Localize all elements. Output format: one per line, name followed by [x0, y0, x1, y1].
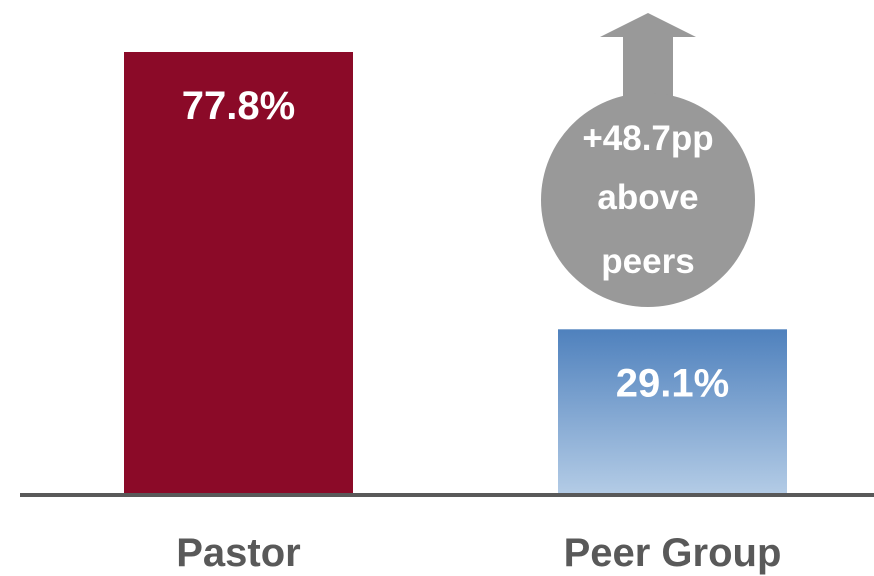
up-arrow-icon — [600, 13, 696, 113]
callout-text-line-1: +48.7pp — [582, 119, 713, 158]
data-label-pastor: 77.8% — [182, 84, 295, 128]
category-label-peer-group: Peer Group — [564, 531, 782, 575]
callout-text-line-2: above — [597, 178, 698, 217]
callout-text-line-3: peers — [601, 242, 694, 281]
difference-callout: +48.7pp above peers — [541, 13, 755, 307]
callout-circle — [541, 93, 755, 307]
bar-peer-group — [558, 329, 787, 495]
bar-pastor — [124, 52, 353, 495]
category-label-pastor: Pastor — [176, 531, 301, 575]
data-label-peer-group: 29.1% — [616, 361, 729, 405]
